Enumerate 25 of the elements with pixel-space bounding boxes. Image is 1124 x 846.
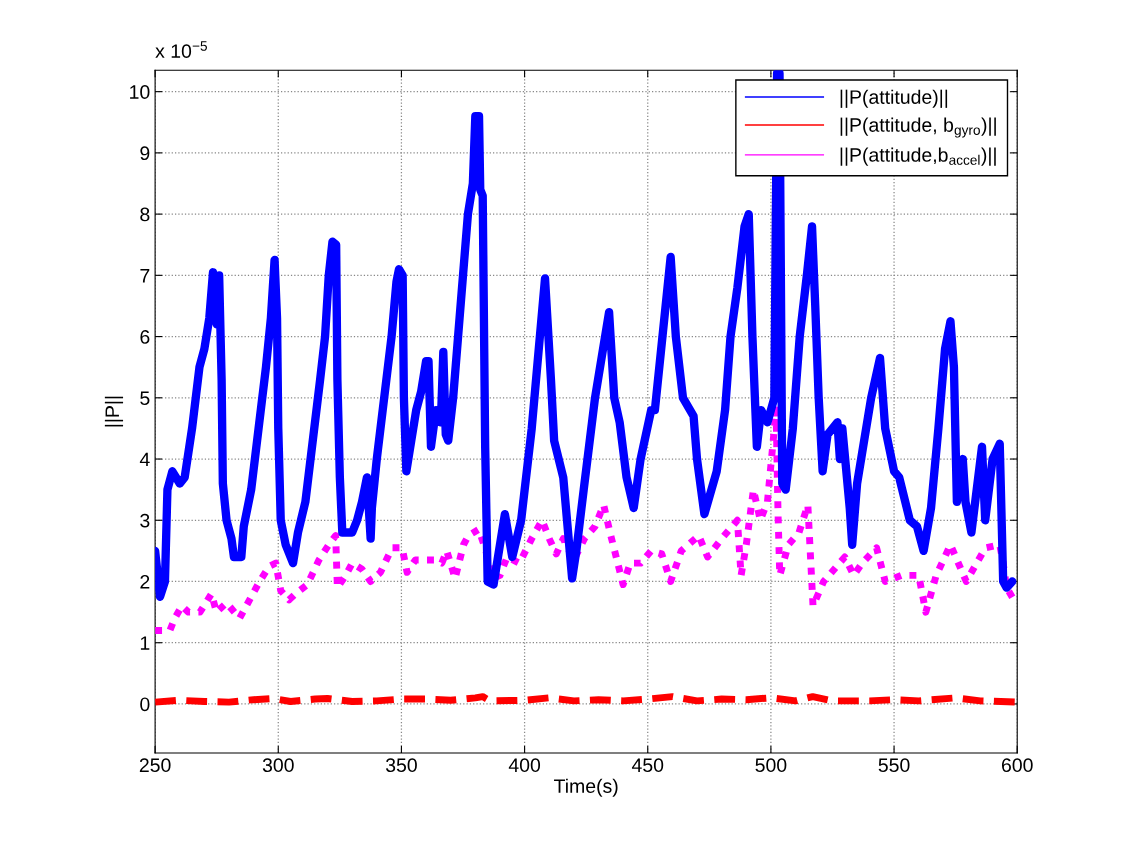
legend-label: ||P(attitude,b$_{accel}$)|| — [840, 147, 996, 166]
x-tick-label: 450 — [631, 758, 664, 773]
x-tick-label: 600 — [1001, 758, 1033, 773]
y-tick-label: 9 — [140, 146, 150, 161]
y-tick-label: 3 — [140, 513, 150, 528]
x-tick-label: 550 — [878, 758, 910, 773]
y-tick-label: 4 — [139, 452, 150, 467]
x-tick-label: 400 — [508, 758, 541, 773]
y-axis-title: ||P|| — [104, 396, 124, 427]
y-tick-label: 10 — [130, 85, 150, 99]
text: x 10$^{−5}$ — [155, 41, 207, 59]
y-tick-label: 7 — [140, 269, 150, 283]
y-tick-label: 2 — [140, 574, 150, 589]
x-tick-label: 500 — [755, 758, 787, 773]
x-tick-label: 350 — [385, 758, 417, 773]
y-tick-label: 1 — [140, 636, 150, 650]
y-tick-label: 6 — [140, 330, 150, 344]
y-tick-label: 5 — [140, 391, 150, 406]
x-tick-label: 300 — [262, 758, 294, 773]
y-tick-label: 0 — [140, 697, 150, 712]
x-axis-title: Time(s) — [554, 778, 618, 797]
x-tick-label: 250 — [139, 758, 171, 773]
y-tick-label: 8 — [140, 207, 150, 222]
legend-label: ||P(attitude, b$_{gyro}$)|| — [840, 117, 996, 138]
legend-label: ||P(attitude)|| — [840, 89, 948, 108]
